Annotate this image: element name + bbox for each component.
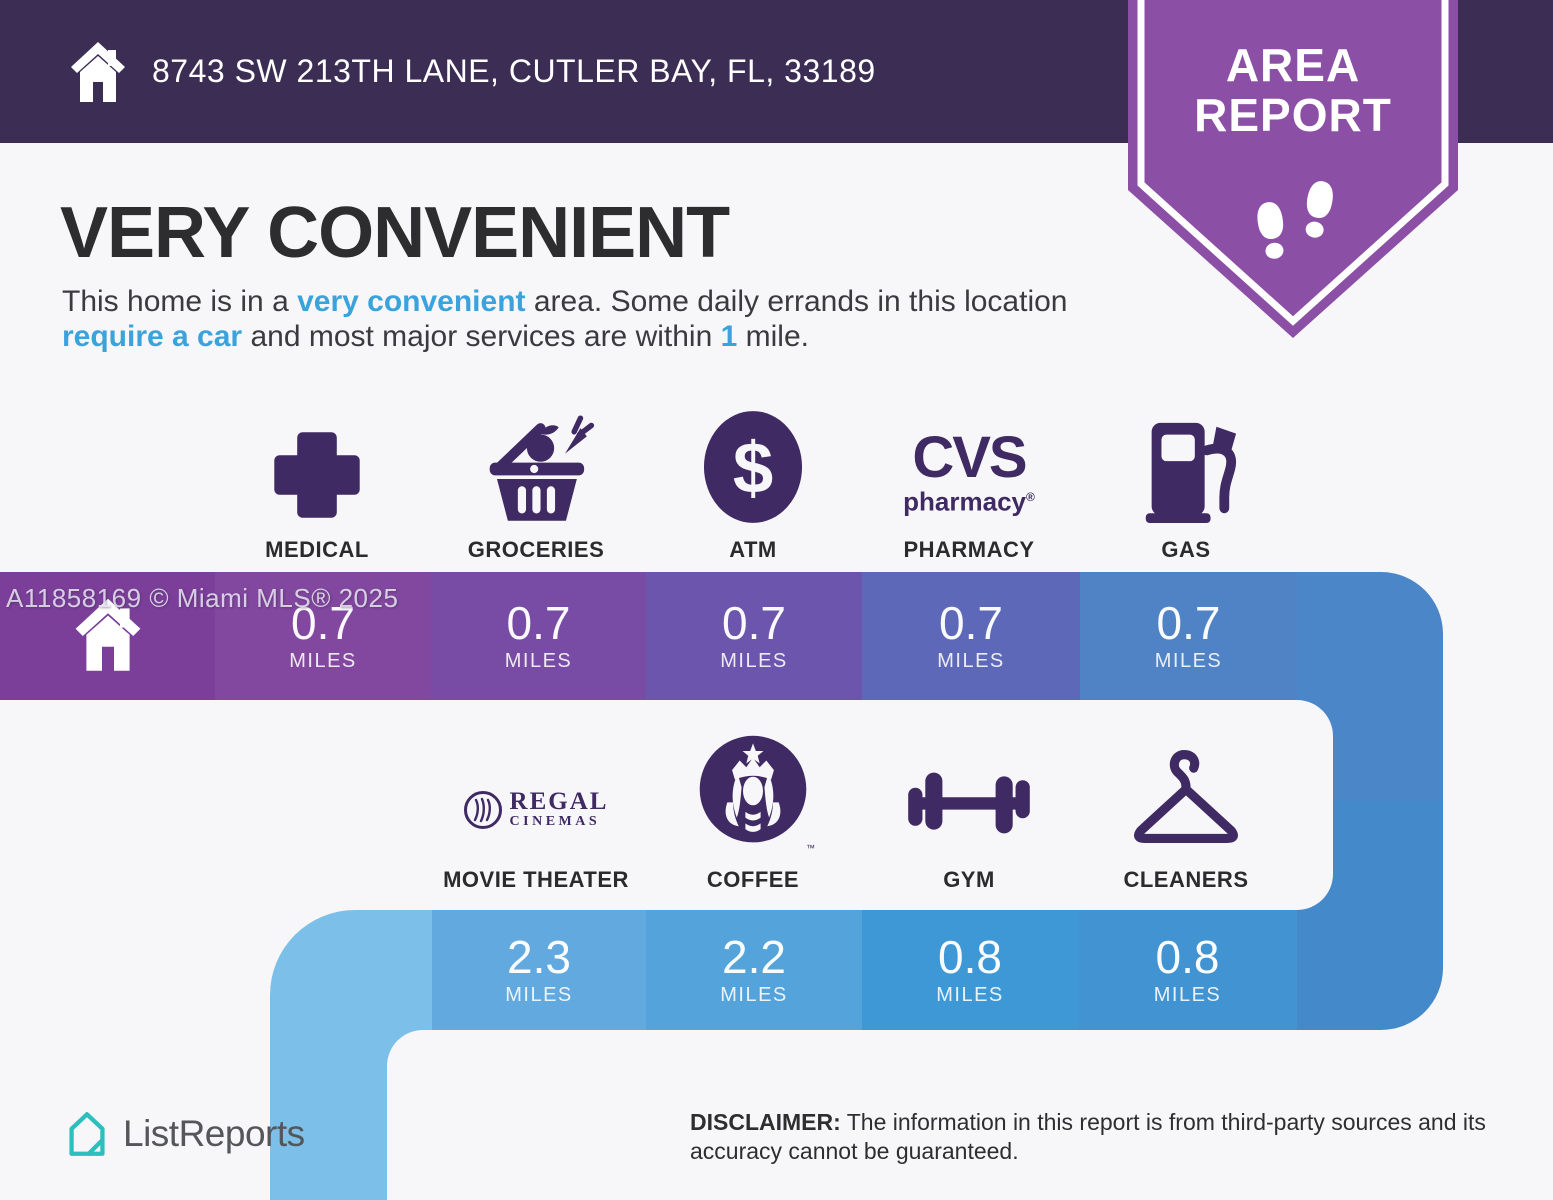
distance-value: 2.2 xyxy=(722,931,786,983)
distance-unit: MILES xyxy=(720,650,788,672)
listreports-wordmark: ListReports xyxy=(123,1113,305,1154)
distance-unit: MILES xyxy=(936,984,1004,1006)
summary-part: This home is in a xyxy=(62,285,298,318)
band-bottom-card xyxy=(387,1030,1553,1200)
listreports-house-icon xyxy=(69,1112,105,1156)
trademark-symbol: ™ xyxy=(806,843,815,853)
distance-value: 0.7 xyxy=(506,597,571,649)
service-gym: GYM xyxy=(861,733,1077,893)
service-label: PHARMACY xyxy=(903,537,1035,562)
service-label: MEDICAL xyxy=(265,537,369,562)
summary-highlight: require a car xyxy=(62,320,243,353)
service-label: CLEANERS xyxy=(1123,867,1249,892)
distance-value: 0.7 xyxy=(722,597,786,649)
cvs-pharmacy-text: pharmacy xyxy=(903,487,1026,517)
service-gas: GAS xyxy=(1078,403,1294,563)
regal-wordmark: REGAL xyxy=(509,788,609,815)
distance-unit: MILES xyxy=(720,984,788,1006)
band-segment-pharmacy: 0.7 MILES xyxy=(862,572,1080,700)
gas-pump-icon xyxy=(1145,422,1237,524)
summary-text: This home is in a very convenient area. … xyxy=(62,284,1102,354)
summary-highlight: very convenient xyxy=(297,285,526,318)
dollar-circle-icon: $ xyxy=(703,411,803,523)
service-label: GROCERIES xyxy=(467,537,605,562)
band-segment-coffee: 2.2 MILES xyxy=(646,910,862,1030)
band-segment-movie-theater: 2.3 MILES xyxy=(432,910,646,1030)
disclaimer-label: DISCLAIMER: xyxy=(690,1109,841,1135)
ribbon-shape-icon xyxy=(1128,0,1458,338)
distance-value: 0.7 xyxy=(1156,597,1221,649)
distance-unit: MILES xyxy=(1153,984,1222,1006)
service-label: COFFEE xyxy=(706,867,800,892)
registered-mark: ® xyxy=(1026,490,1035,505)
band-segment-medical: 0.7 MILES xyxy=(215,572,431,700)
service-coffee: ™ COFFEE xyxy=(645,733,861,893)
regal-cinemas-logo: REGAL CINEMAS xyxy=(428,733,644,855)
grocery-basket-icon xyxy=(489,415,595,521)
medical-cross-icon xyxy=(274,432,360,518)
distance-value: 0.8 xyxy=(1155,931,1220,983)
service-cleaners: CLEANERS xyxy=(1078,733,1294,893)
dumbbell-icon xyxy=(908,772,1030,834)
band-gap-card xyxy=(0,700,1333,910)
distance-value: 0.7 xyxy=(939,597,1003,649)
distance-unit: MILES xyxy=(937,650,1005,672)
band-segment-gym: 0.8 MILES xyxy=(862,910,1078,1030)
badge-title: AREA REPORT xyxy=(1128,40,1458,140)
footprints-icon xyxy=(1257,181,1333,259)
distance-unit: MILES xyxy=(504,650,573,672)
disclaimer-body: The information in this report is from t… xyxy=(690,1109,1486,1164)
mls-watermark: A11858169 © Miami MLS® 2025 xyxy=(6,583,399,613)
band-segment-cleaners: 0.8 MILES xyxy=(1078,910,1297,1030)
badge-line1: AREA xyxy=(1225,39,1361,91)
distance-unit: MILES xyxy=(289,650,357,672)
distance-value: 2.3 xyxy=(507,931,571,983)
cvs-wordmark: CVS xyxy=(912,425,1027,491)
summary-highlight: 1 xyxy=(720,320,738,353)
cvs-pharmacy-logo: CVS pharmacy® xyxy=(861,403,1077,525)
property-address: 8743 SW 213TH LANE, CUTLER BAY, FL, 3318… xyxy=(152,53,876,89)
band-segment-atm: 0.7 MILES xyxy=(646,572,862,700)
dollar-symbol: $ xyxy=(733,428,773,509)
hanger-icon xyxy=(1134,750,1238,843)
summary-part: area. Some daily errands in this locatio… xyxy=(525,285,1068,318)
home-icon xyxy=(71,42,125,102)
band-segment-gas: 0.7 MILES xyxy=(1080,572,1297,700)
starbucks-logo xyxy=(699,735,807,843)
disclaimer-text: DISCLAIMER: The information in this repo… xyxy=(690,1108,1510,1166)
badge-line2: REPORT xyxy=(1194,89,1392,141)
distance-value: 0.8 xyxy=(938,931,1002,983)
page-title: VERY CONVENIENT xyxy=(60,193,730,273)
distance-unit: MILES xyxy=(505,984,573,1006)
service-medical: MEDICAL xyxy=(209,403,425,563)
service-label: GAS xyxy=(1161,537,1211,562)
service-pharmacy: CVS pharmacy® PHARMACY xyxy=(861,403,1077,563)
regal-cinemas-text: CINEMAS xyxy=(509,814,601,829)
service-label: MOVIE THEATER xyxy=(443,867,629,892)
band-home-segment xyxy=(0,572,215,700)
service-movie-theater: REGAL CINEMAS MOVIE THEATER xyxy=(428,733,644,893)
service-label: GYM xyxy=(943,867,995,892)
regal-circle-icon xyxy=(463,790,502,829)
summary-part: and most major services are within xyxy=(242,320,721,353)
summary-part: mile. xyxy=(737,320,809,353)
service-label: ATM xyxy=(729,537,777,562)
listreports-logo: ListReports xyxy=(63,1108,305,1160)
home-icon xyxy=(75,598,140,671)
distance-value: 0.7 xyxy=(291,597,355,649)
area-report-badge: AREA REPORT xyxy=(1128,0,1458,345)
distance-unit: MILES xyxy=(1154,650,1223,672)
band-segment-groceries: 0.7 MILES xyxy=(431,572,646,700)
service-atm: $ ATM xyxy=(645,403,861,563)
service-groceries: GROCERIES xyxy=(428,403,644,563)
